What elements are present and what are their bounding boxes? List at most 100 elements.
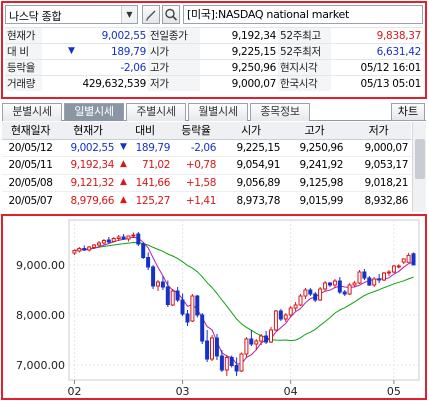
column-header[interactable]: 저가	[346, 122, 411, 140]
table-cell: 9,056,89	[219, 173, 283, 192]
quote-value: 05/13 05:01	[331, 75, 423, 91]
candle-body	[195, 295, 200, 316]
chart-panel: 9,000.00 8,000.00 7,000.00 02 03 04 05	[1, 214, 427, 400]
table-cell: 9,225,15	[219, 138, 283, 157]
quote-value: 429,632,539	[42, 75, 148, 91]
table-cell: +1,41	[173, 191, 219, 209]
quote-value: ▼ 189,79	[42, 43, 148, 60]
quote-label: 거래량	[5, 75, 42, 91]
quote-panel: 나스닥 종합 ▼ [미국]:NASDAQ national market 현재가…	[1, 1, 427, 99]
candle-body	[239, 353, 244, 372]
chart-button[interactable]: 차트	[391, 103, 425, 121]
table-cell: 9,241,92	[283, 156, 346, 174]
candle-body	[406, 254, 411, 263]
table-cell: ▲ 71,02	[117, 156, 173, 174]
table-cell: 9,015,99	[283, 191, 346, 209]
quote-value: 9,192,34	[200, 27, 278, 44]
column-header[interactable]: 현재일자	[2, 122, 59, 140]
candle-body	[347, 284, 352, 295]
table-row[interactable]: 20/05/07 8,979,66 ▲ 125,27 +1,41 8,973,78 9,01…	[2, 191, 411, 209]
x-tick-label: 02	[67, 385, 81, 398]
column-header[interactable]: 대비	[117, 122, 173, 140]
candle-body	[97, 242, 101, 246]
quote-value: 9,838,37	[331, 27, 423, 44]
scrollbar-thumb[interactable]	[415, 139, 425, 179]
candle-body	[234, 365, 239, 372]
candle-body	[244, 338, 249, 355]
search-button[interactable]	[162, 5, 180, 24]
candle-body	[313, 293, 318, 301]
candle-body	[328, 282, 332, 286]
table-cell: 9,018,21	[346, 173, 411, 192]
quote-row: 거래량 429,632,539 저가 9,000,07 한국시각 05/13 05:01	[5, 75, 423, 91]
search-icon	[165, 8, 178, 21]
candle-body	[401, 258, 406, 263]
candle-body	[308, 289, 313, 295]
candle-body	[303, 289, 308, 297]
up-arrow-icon: ▲	[120, 159, 127, 170]
quote-label: 등락율	[5, 59, 42, 76]
quote-label: 52주최저	[278, 43, 331, 60]
index-select-value: 나스닥 종합	[9, 10, 62, 23]
candle-body	[72, 250, 77, 254]
table-cell: 9,000,07	[346, 138, 411, 157]
candle-body	[175, 290, 180, 301]
table-cell: 20/05/12	[2, 138, 59, 157]
candle-body	[278, 310, 283, 320]
vertical-scrollbar[interactable]	[412, 122, 426, 212]
column-header[interactable]: 고가	[283, 122, 346, 140]
edit-button[interactable]	[142, 5, 160, 24]
candle-body	[92, 244, 97, 248]
table-cell: 9,192,34	[59, 156, 117, 174]
candle-body	[116, 236, 121, 239]
quote-label: 전일종가	[148, 27, 200, 44]
tab-3[interactable]: 월별시세	[188, 103, 248, 121]
candle-body	[87, 246, 92, 251]
up-arrow-icon: ▲	[120, 194, 127, 205]
column-header[interactable]: 현재가	[59, 122, 117, 140]
tab-0[interactable]: 분별시세	[2, 103, 62, 121]
x-tick-label: 05	[387, 385, 401, 398]
candle-body	[185, 313, 190, 323]
candle-body	[264, 335, 269, 343]
candle-body	[362, 271, 367, 279]
chevron-down-icon[interactable]: ▼	[121, 6, 137, 23]
candle-body	[136, 233, 141, 245]
candle-body	[332, 280, 337, 286]
quote-value: 9,225,15	[200, 43, 278, 60]
table-row[interactable]: 20/05/11 9,192,34 ▲ 71,02 +0,78 9,054,91 9,241…	[2, 156, 411, 174]
tab-1[interactable]: 일별시세	[64, 103, 124, 121]
table-cell: ▼ 189,79	[117, 138, 173, 157]
table-row[interactable]: 20/05/08 9,121,32 ▲ 141,66 +1,58 9,056,89 9,12…	[2, 173, 411, 192]
quote-value: 6,631,42	[331, 43, 423, 60]
table-cell: 8,979,66	[59, 191, 117, 209]
pencil-icon	[146, 10, 156, 21]
candle-body	[126, 235, 131, 240]
column-header[interactable]: 등락율	[173, 122, 219, 140]
candle-body	[396, 265, 401, 268]
up-arrow-icon: ▲	[120, 176, 127, 187]
candle-body	[323, 282, 328, 290]
candle-body	[141, 243, 146, 258]
quote-row: 대 비 ▼ 189,79 시가 9,225,15 52주최저 6,631,42	[5, 43, 423, 60]
candle-body	[106, 239, 111, 243]
tab-4[interactable]: 종목정보	[250, 103, 310, 121]
x-tick-label: 03	[176, 385, 190, 398]
tab-2[interactable]: 주별시세	[126, 103, 186, 121]
candle-body	[259, 335, 264, 342]
candle-body	[288, 307, 293, 316]
quote-row: 등락율 -2,06 고가 9,250,96 현지시각 05/12 16:01	[5, 59, 423, 76]
candle-body	[170, 290, 175, 306]
table-cell: +0,78	[173, 156, 219, 174]
table-cell: 9,054,91	[219, 156, 283, 174]
table-cell: ▲ 125,27	[117, 191, 173, 209]
table-row[interactable]: 20/05/12 9,002,55 ▼ 189,79 -2,06 9,225,15 9,25…	[2, 138, 411, 157]
index-select[interactable]: 나스닥 종합 ▼	[5, 5, 138, 24]
quote-grid: 현재가 9,002,55 전일종가 9,192,34 52주최고 9,838,37 대 비 ▼…	[5, 27, 423, 91]
y-tick-label: 7,000.00	[16, 359, 65, 372]
candle-body	[205, 340, 210, 360]
table-cell: 9,125,98	[283, 173, 346, 192]
candle-body	[146, 257, 151, 268]
column-header[interactable]: 시가	[219, 122, 283, 140]
